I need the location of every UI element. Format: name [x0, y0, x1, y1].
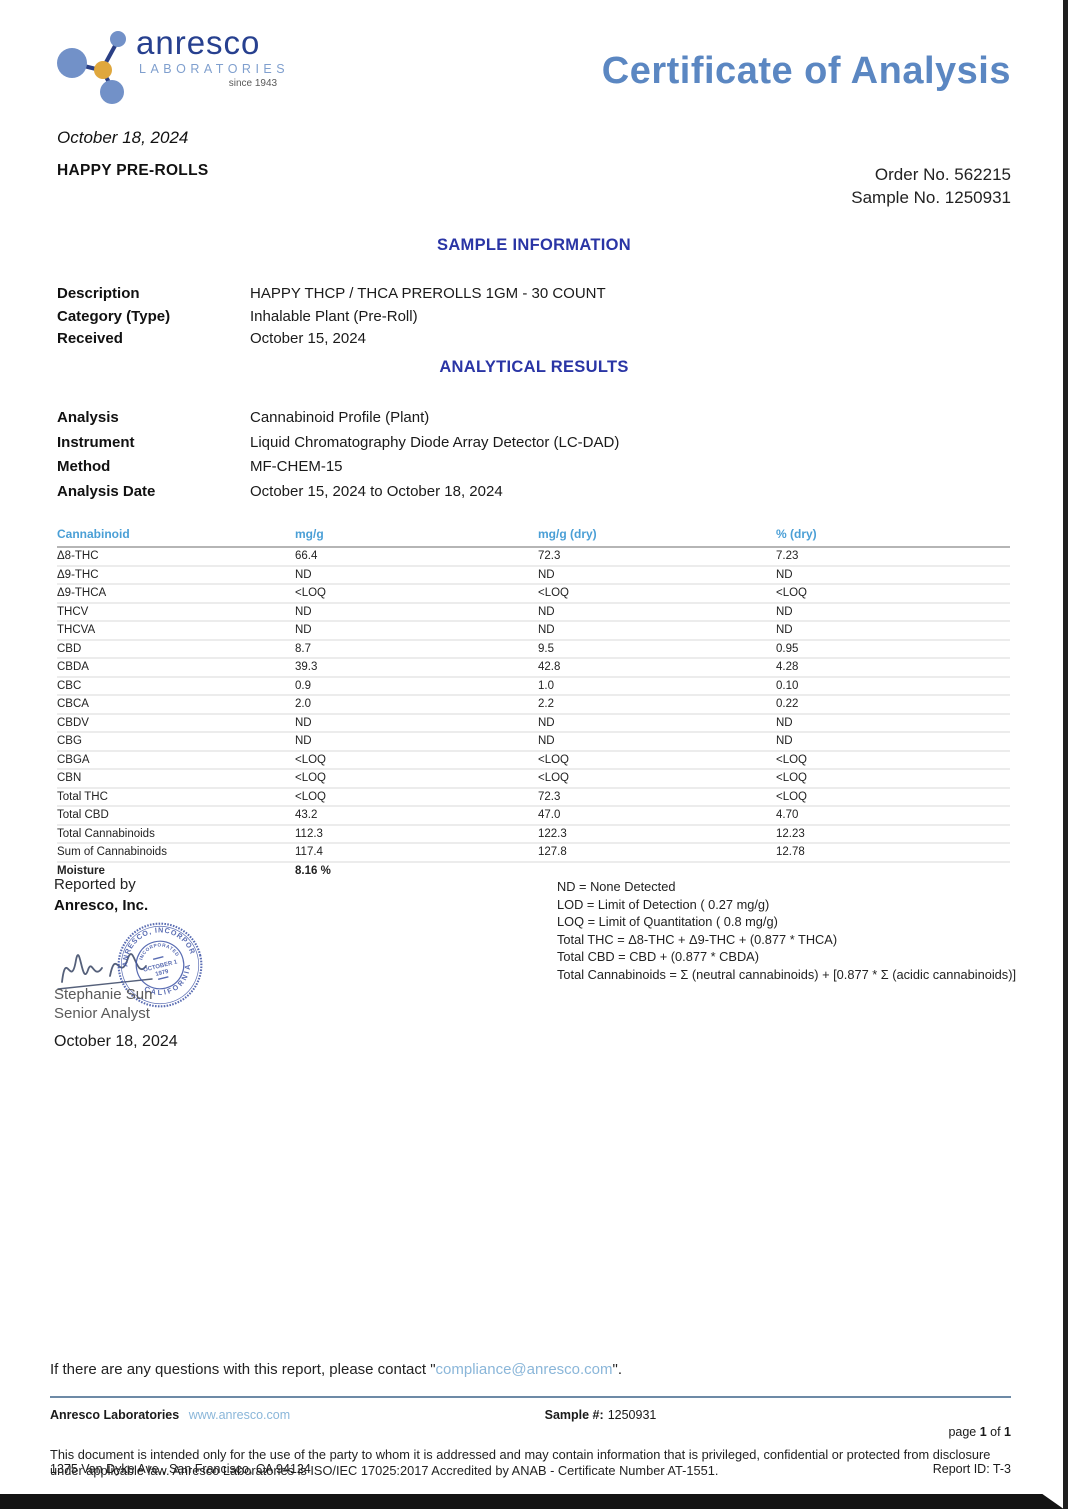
note-line: LOD = Limit of Detection ( 0.27 mg/g)	[557, 896, 770, 912]
footer-page-num: 1	[979, 1425, 987, 1439]
info-value: Cannabinoid Profile (Plant)	[250, 409, 430, 426]
footer-website-link[interactable]: www.anresco.com	[188, 1408, 291, 1422]
cannabinoid-results-table: Cannabinoid mg/g mg/g (dry) % (dry) Δ8-T…	[57, 524, 1010, 879]
contact-suffix: ".	[612, 1361, 623, 1378]
table-header-row: Cannabinoid mg/g mg/g (dry) % (dry)	[57, 524, 1010, 548]
info-value: HAPPY THCP / THCA PREROLLS 1GM - 30 COUN…	[250, 285, 606, 302]
info-label: Instrument	[57, 433, 135, 451]
info-row: Instrument Liquid Chromatography Diode A…	[57, 434, 619, 459]
info-label: Description	[57, 285, 140, 302]
info-row: Category (Type) Inhalable Plant (Pre-Rol…	[57, 308, 606, 331]
page-footer: Anresco Laboratories www.anresco.com Sam…	[50, 1407, 1011, 1478]
sample-information-block: Description HAPPY THCP / THCA PREROLLS 1…	[57, 285, 606, 353]
info-label: Analysis	[57, 409, 119, 426]
table-row: CBC 0.9 1.0 0.10	[57, 676, 1010, 696]
molecule-logo-icon	[57, 31, 126, 104]
analytical-results-heading: ANALYTICAL RESULTS	[439, 358, 629, 376]
info-label: Analysis Date	[57, 482, 156, 500]
footer-page-word: page	[948, 1425, 980, 1439]
analyst-name: Stephanie Sun	[54, 986, 153, 1003]
sample-information-heading: SAMPLE INFORMATION	[437, 236, 631, 254]
footer-company: Anresco Laboratories	[50, 1408, 180, 1422]
info-label: Method	[57, 458, 111, 475]
analyst-role: Senior Analyst	[54, 1005, 150, 1022]
note-line: LOQ = Limit of Quantitation ( 0.8 mg/g)	[557, 914, 778, 930]
info-value: Inhalable Plant (Pre-Roll)	[250, 307, 418, 325]
note-line: ND = None Detected	[557, 879, 676, 894]
table-row: Δ9-THC ND ND ND	[57, 565, 1010, 585]
table-row: CBGA <LOQ <LOQ <LOQ	[57, 750, 1010, 770]
table-row: THCVA ND ND ND	[57, 621, 1010, 641]
info-row: Received October 15, 2024	[57, 330, 606, 353]
order-info: Order No. 562215 Sample No. 1250931	[851, 163, 1011, 209]
report-date: October 18, 2024	[57, 128, 189, 147]
order-number: Order No. 562215	[874, 165, 1011, 184]
table-row: CBDA 39.3 42.8 4.28	[57, 658, 1010, 678]
page-title: Certificate of Analysis	[601, 50, 1011, 92]
col-header-mgg-dry: mg/g (dry)	[538, 524, 776, 548]
note-line: Total THC = Δ8-THC + Δ9-THC + (0.877 * T…	[557, 931, 838, 947]
col-header-pct-dry: % (dry)	[776, 524, 1010, 548]
stamp-date-line2: 1979	[155, 969, 170, 978]
scan-edge-bottom	[0, 1494, 1064, 1509]
logo-since-text: since 1943	[228, 78, 278, 89]
footer-of-word: of	[986, 1425, 1005, 1439]
table-row: CBDV ND ND ND	[57, 713, 1010, 733]
disclaimer-text: This document is intended only for the u…	[50, 1447, 991, 1478]
info-value: MF-CHEM-15	[250, 458, 343, 475]
footer-divider	[50, 1396, 1011, 1398]
table-row: Total CBD 43.2 47.0 4.70	[57, 806, 1010, 826]
footer-sample-label: Sample #:	[544, 1408, 604, 1422]
footer-sample-value: 1250931	[607, 1408, 657, 1422]
table-row: Moisture 8.16 %	[57, 864, 331, 877]
results-table-body: Δ8-THC 66.4 72.3 7.23 Δ9-THC ND ND ND Δ9-THCA <LO…	[57, 547, 1010, 879]
client-name: HAPPY PRE-ROLLS	[57, 162, 209, 179]
scan-edge-right	[1063, 0, 1068, 1509]
info-value: Liquid Chromatography Diode Array Detect…	[250, 433, 620, 451]
table-row: Total THC <LOQ 72.3 <LOQ	[57, 787, 1010, 807]
col-header-mgg: mg/g	[295, 524, 538, 548]
anresco-logo: anresco LABORATORIES since 1943	[52, 26, 289, 104]
table-row: CBG ND ND ND	[57, 732, 1010, 752]
contact-prefix: If there are any questions with this rep…	[50, 1361, 436, 1378]
note-line: Total CBD = CBD + (0.877 * CBDA)	[557, 949, 759, 965]
info-row: Analysis Date October 15, 2024 to Octobe…	[57, 483, 619, 508]
info-value: October 15, 2024 to October 18, 2024	[250, 482, 503, 500]
table-row: CBCA 2.0 2.2 0.22	[57, 695, 1010, 715]
info-label: Received	[57, 330, 123, 347]
table-row: Δ8-THC 66.4 72.3 7.23	[57, 547, 1010, 567]
table-row: CBD 8.7 9.5 0.95	[57, 639, 1010, 659]
info-label: Category (Type)	[57, 307, 171, 325]
reported-by-label: Reported by	[54, 876, 136, 893]
info-row: Analysis Cannabinoid Profile (Plant)	[57, 409, 619, 434]
table-row: Δ9-THCA <LOQ <LOQ <LOQ	[57, 584, 1010, 604]
table-row: CBN <LOQ <LOQ <LOQ	[57, 769, 1010, 789]
contact-line: If there are any questions with this rep…	[50, 1361, 622, 1378]
analyst-signature	[57, 953, 153, 990]
notes-list: ND = None Detected LOD = Limit of Detecti…	[557, 878, 1016, 984]
reported-by-company: Anresco, Inc.	[54, 897, 149, 914]
note-line: Total Cannabinoids = Σ (neutral cannabin…	[557, 966, 1017, 982]
info-value: October 15, 2024	[250, 330, 366, 347]
info-row: Description HAPPY THCP / THCA PREROLLS 1…	[57, 285, 606, 308]
sample-number: Sample No. 1250931	[851, 188, 1011, 207]
footer-page-total: 1	[1004, 1425, 1011, 1439]
compliance-email-link[interactable]: compliance@anresco.com	[435, 1361, 613, 1378]
logo-brand-text: anresco	[136, 24, 261, 61]
logo-sub-text: LABORATORIES	[139, 62, 290, 76]
col-header-cannabinoid: Cannabinoid	[57, 524, 295, 548]
analysis-details-block: Analysis Cannabinoid Profile (Plant) Ins…	[57, 409, 619, 507]
footer-address: 1375 Van Dyke Ave., San Francisco, CA 94…	[50, 1462, 311, 1476]
table-row: Total Cannabinoids 112.3 122.3 12.23	[57, 824, 1010, 844]
footer-report-id: Report ID: T-3	[932, 1462, 1011, 1476]
reported-date: October 18, 2024	[54, 1033, 178, 1050]
table-row: THCV ND ND ND	[57, 602, 1010, 622]
info-row: Method MF-CHEM-15	[57, 458, 619, 483]
table-row: Sum of Cannabinoids 117.4 127.8 12.78	[57, 843, 1010, 863]
